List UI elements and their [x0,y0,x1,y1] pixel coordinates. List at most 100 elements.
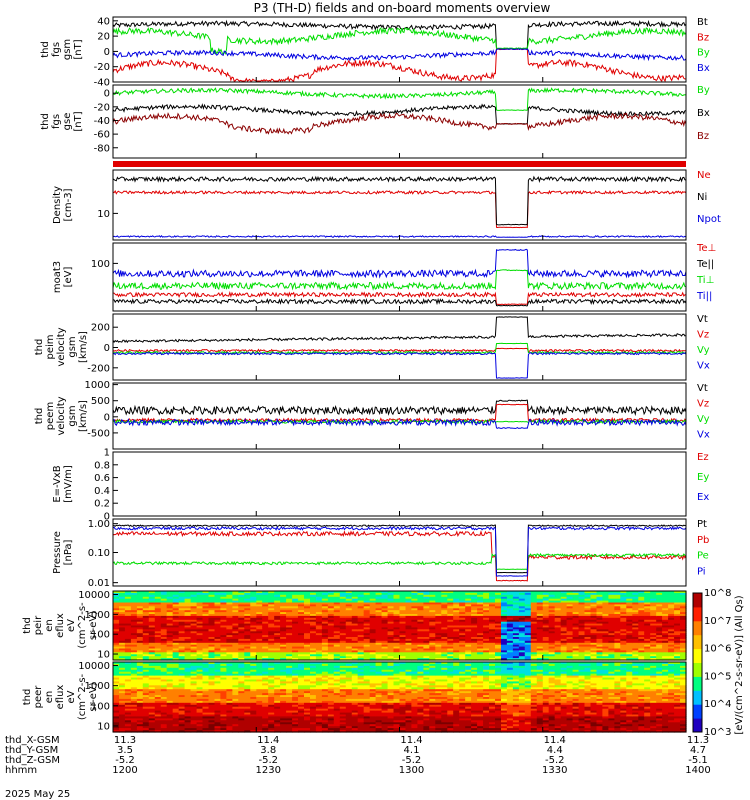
heatmap-cell [512,652,520,655]
heatmap-cell [238,617,245,621]
heatmap-cell [208,648,216,651]
heatmap-cell [220,606,227,609]
heatmap-cell [280,730,287,733]
heatmap-cell [214,637,222,640]
heatmap-cell [184,615,192,619]
heatmap-cell [357,606,365,609]
heatmap-cell [292,614,299,617]
heatmap-cell [578,629,586,632]
heatmap-cell [172,642,180,646]
heatmap-cell [644,621,651,625]
heatmap-cell [560,652,568,655]
heatmap-cell [262,714,269,717]
heatmap-cell [656,646,663,650]
heatmap-cell [119,693,126,696]
heatmap-cell [566,627,574,630]
heatmap-cell [256,689,263,692]
heatmap-cell [262,598,269,602]
heatmap-cell [220,619,227,623]
heatmap-cell [506,625,514,628]
heatmap-cell [339,629,347,632]
heatmap-cell [280,698,287,702]
heatmap-cell [644,594,651,598]
heatmap-cell [369,592,377,596]
heatmap-cell [250,642,257,646]
heatmap-cell [280,702,287,706]
heatmap-cell [357,627,365,630]
heatmap-cell [315,625,323,628]
heatmap-cell [566,621,574,625]
heatmap-cell [166,708,174,712]
heatmap-cell [184,724,192,727]
heatmap-cell [208,675,216,679]
heatmap-cell [369,631,377,634]
heatmap-cell [286,687,293,690]
ytick-label: 20 [97,32,110,43]
heatmap-cell [381,617,389,621]
heatmap-cell [632,594,639,598]
heatmap-cell [190,722,198,725]
heatmap-cell [512,658,520,661]
heatmap-cell [447,604,454,607]
heatmap-cell [184,704,192,708]
heatmap-cell [190,614,198,617]
heatmap-cell [232,606,239,609]
heatmap-cell [608,621,615,625]
heatmap-cell [292,656,299,659]
heatmap-cell [447,633,454,636]
heatmap-cell [220,600,227,604]
heatmap-cell [220,687,227,690]
heatmap-cell [375,596,383,600]
heatmap-cell [172,600,180,604]
heatmap-cell [208,640,216,644]
heatmap-cell [238,614,245,617]
heatmap-cell [680,621,687,625]
heatmap-cell [202,716,210,719]
heatmap-cell [119,652,126,655]
heatmap-cell [560,617,568,621]
heatmap-cell [315,730,323,733]
heatmap-cell [441,614,448,617]
heatmap-cell [226,610,233,613]
heatmap-cell [256,591,263,594]
heatmap-cell [321,600,329,604]
heatmap-cell [536,652,544,655]
heatmap-cell [148,662,156,665]
heatmap-cell [584,610,592,613]
heatmap-cell [286,683,293,686]
heatmap-cell [113,706,120,710]
heatmap-cell [327,635,335,638]
heatmap-cell [680,625,687,628]
heatmap-cell [471,619,478,623]
heatmap-cell [548,640,556,644]
heatmap-cell [274,706,281,710]
heatmap-cell [166,656,174,659]
heatmap-cell [298,614,305,617]
heatmap-cell [542,594,550,598]
heatmap-cell [524,631,532,634]
heatmap-cell [321,683,329,686]
heatmap-cell [596,602,604,605]
heatmap-cell [136,700,144,704]
heatmap-cell [304,598,311,602]
heatmap-cell [232,638,239,642]
heatmap-cell [638,606,645,609]
heatmap-cell [226,695,233,698]
heatmap-cell [554,650,562,653]
heatmap-cell [530,629,538,632]
heatmap-cell [608,629,615,632]
heatmap-cell [304,693,311,696]
heatmap-cell [638,644,645,648]
heatmap-cell [256,693,263,696]
heatmap-cell [327,671,335,675]
heatmap-cell [351,638,359,642]
heatmap-cell [327,602,335,605]
heatmap-cell [244,700,251,704]
heatmap-cell [590,627,598,630]
heatmap-cell [596,650,604,653]
heatmap-cell [632,606,639,609]
heatmap-cell [286,728,293,731]
heatmap-cell [345,594,353,598]
heatmap-cell [668,592,675,596]
heatmap-cell [602,637,609,640]
